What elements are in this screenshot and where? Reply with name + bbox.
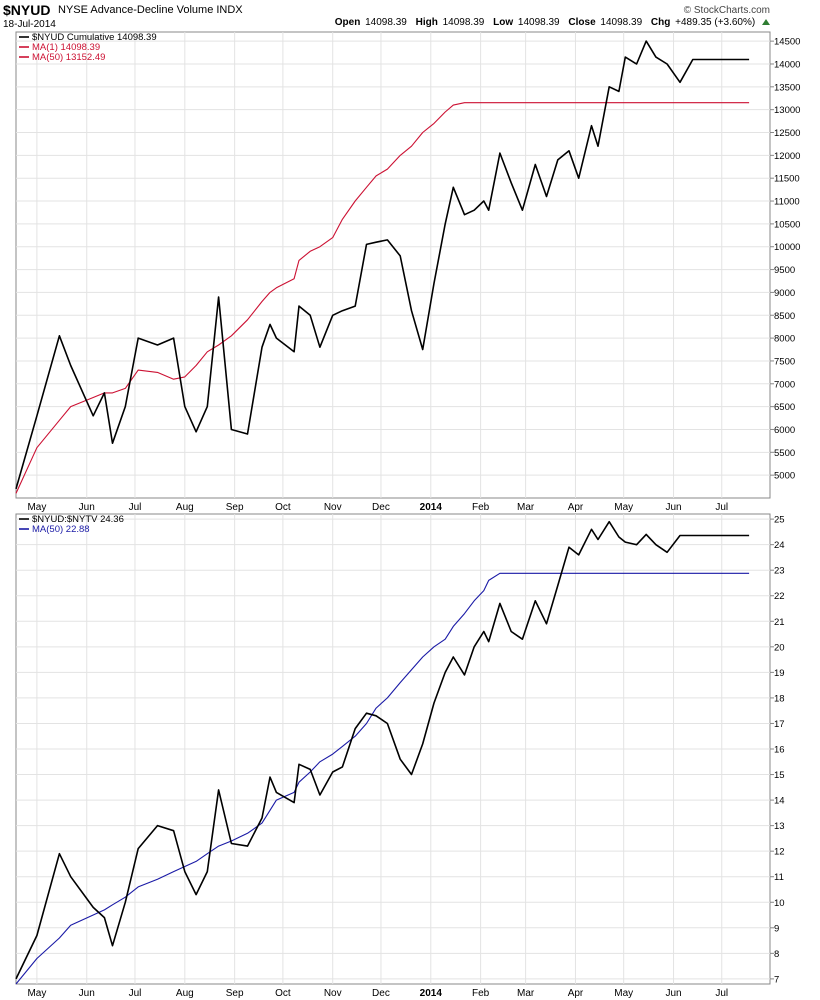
series-line (15, 520, 750, 980)
y-tick-label: 5000 (774, 471, 795, 482)
high-label: High (415, 17, 438, 28)
open-label: Open (334, 17, 361, 28)
symbol-label: $NYUD (3, 2, 51, 18)
x-tick-label: Jul (129, 988, 142, 999)
chart-date: 18-Jul-2014 (3, 19, 56, 30)
x-tick-label: Jul (129, 502, 142, 513)
y-tick-label: 24 (774, 540, 785, 551)
y-tick-label: 7 (774, 974, 779, 985)
x-tick-label: Oct (275, 988, 291, 999)
chart-header: $NYUD NYSE Advance-Decline Volume INDX 1… (0, 0, 820, 32)
legend-entry: MA(50) 13152.49 (32, 52, 105, 63)
y-tick-label: 17 (774, 719, 785, 730)
y-tick-label: 8 (774, 949, 779, 960)
y-tick-label: 14500 (774, 37, 800, 48)
y-tick-label: 10500 (774, 219, 800, 230)
x-tick-label: Nov (324, 502, 342, 513)
y-tick-label: 19 (774, 668, 785, 679)
chg-value: +489.35 (+3.60%) (675, 17, 756, 28)
x-tick-label: May (614, 502, 633, 513)
x-tick-label: 2014 (420, 502, 443, 513)
symbol-description: NYSE Advance-Decline Volume INDX (58, 4, 243, 16)
legend-entry: $NYUD Cumulative 14098.39 (32, 32, 157, 43)
legend-entry: MA(50) 22.88 (32, 524, 90, 535)
close-label: Close (568, 17, 596, 28)
up-triangle-icon (762, 19, 770, 25)
x-tick-label: Sep (226, 502, 244, 513)
x-tick-label: Jul (715, 988, 728, 999)
x-tick-label: Jun (79, 988, 95, 999)
panel-frame-1 (15, 31, 771, 499)
y-tick-label: 12000 (774, 151, 800, 162)
chg-label: Chg (650, 17, 671, 28)
low-value: 14098.39 (517, 17, 560, 28)
x-tick-label: Mar (517, 502, 535, 513)
high-value: 14098.39 (442, 17, 485, 28)
y-tick-label: 20 (774, 642, 785, 653)
series-line (15, 40, 750, 490)
open-value: 14098.39 (365, 17, 407, 28)
y-tick-label: 11 (774, 872, 784, 883)
y-tick-label: 7500 (774, 356, 795, 367)
y-tick-label: 8500 (774, 311, 795, 322)
y-tick-label: 11500 (774, 174, 800, 185)
y-tick-label: 25 (774, 515, 785, 526)
y-tick-label: 18 (774, 693, 785, 704)
y-tick-label: 23 (774, 566, 785, 577)
x-tick-label: May (614, 988, 633, 999)
x-tick-label: Feb (472, 988, 490, 999)
y-tick-label: 5500 (774, 448, 795, 459)
series-line (15, 572, 750, 985)
x-tick-label: Aug (176, 988, 194, 999)
y-tick-label: 6000 (774, 425, 795, 436)
x-tick-label: Dec (372, 502, 390, 513)
y-tick-label: 10000 (774, 242, 800, 253)
y-tick-label: 15 (774, 770, 785, 781)
y-tick-label: 13 (774, 821, 785, 832)
x-tick-label: Jun (665, 502, 681, 513)
legend-entry: $NYUD:$NYTV 24.36 (32, 514, 124, 525)
y-tick-label: 7000 (774, 379, 795, 390)
quote-bar: Open 14098.39 High 14098.39 Low 14098.39… (329, 17, 770, 28)
y-tick-label: 13000 (774, 105, 800, 116)
y-tick-label: 16 (774, 745, 785, 756)
y-tick-label: 8000 (774, 334, 795, 345)
x-tick-label: Feb (472, 502, 490, 513)
x-tick-label: Jul (715, 502, 728, 513)
y-tick-label: 9 (774, 923, 779, 934)
series-line (15, 102, 750, 494)
x-tick-label: Nov (324, 988, 342, 999)
y-tick-label: 22 (774, 591, 785, 602)
y-tick-label: 12 (774, 847, 785, 858)
x-tick-label: Dec (372, 988, 390, 999)
y-tick-label: 14000 (774, 59, 800, 70)
y-tick-label: 13500 (774, 82, 800, 93)
y-tick-label: 6500 (774, 402, 795, 413)
close-value: 14098.39 (600, 17, 643, 28)
y-tick-label: 9000 (774, 288, 795, 299)
x-tick-label: Sep (226, 988, 244, 999)
y-tick-label: 21 (774, 617, 785, 628)
x-tick-label: Apr (568, 988, 584, 999)
x-tick-label: 2014 (420, 988, 443, 999)
x-tick-label: May (27, 502, 46, 513)
stockcharts-credit: © StockCharts.com (683, 5, 770, 16)
x-tick-label: Mar (517, 988, 535, 999)
y-tick-label: 10 (774, 898, 785, 909)
low-label: Low (493, 17, 514, 28)
x-tick-label: May (27, 988, 46, 999)
x-tick-label: Jun (79, 502, 95, 513)
x-tick-label: Apr (568, 502, 584, 513)
x-tick-label: Jun (665, 988, 681, 999)
x-tick-label: Aug (176, 502, 194, 513)
y-tick-label: 14 (774, 796, 785, 807)
y-tick-label: 12500 (774, 128, 800, 139)
x-tick-label: Oct (275, 502, 291, 513)
y-tick-label: 9500 (774, 265, 795, 276)
y-tick-label: 11000 (774, 197, 800, 208)
legend-entry: MA(1) 14098.39 (32, 42, 100, 53)
